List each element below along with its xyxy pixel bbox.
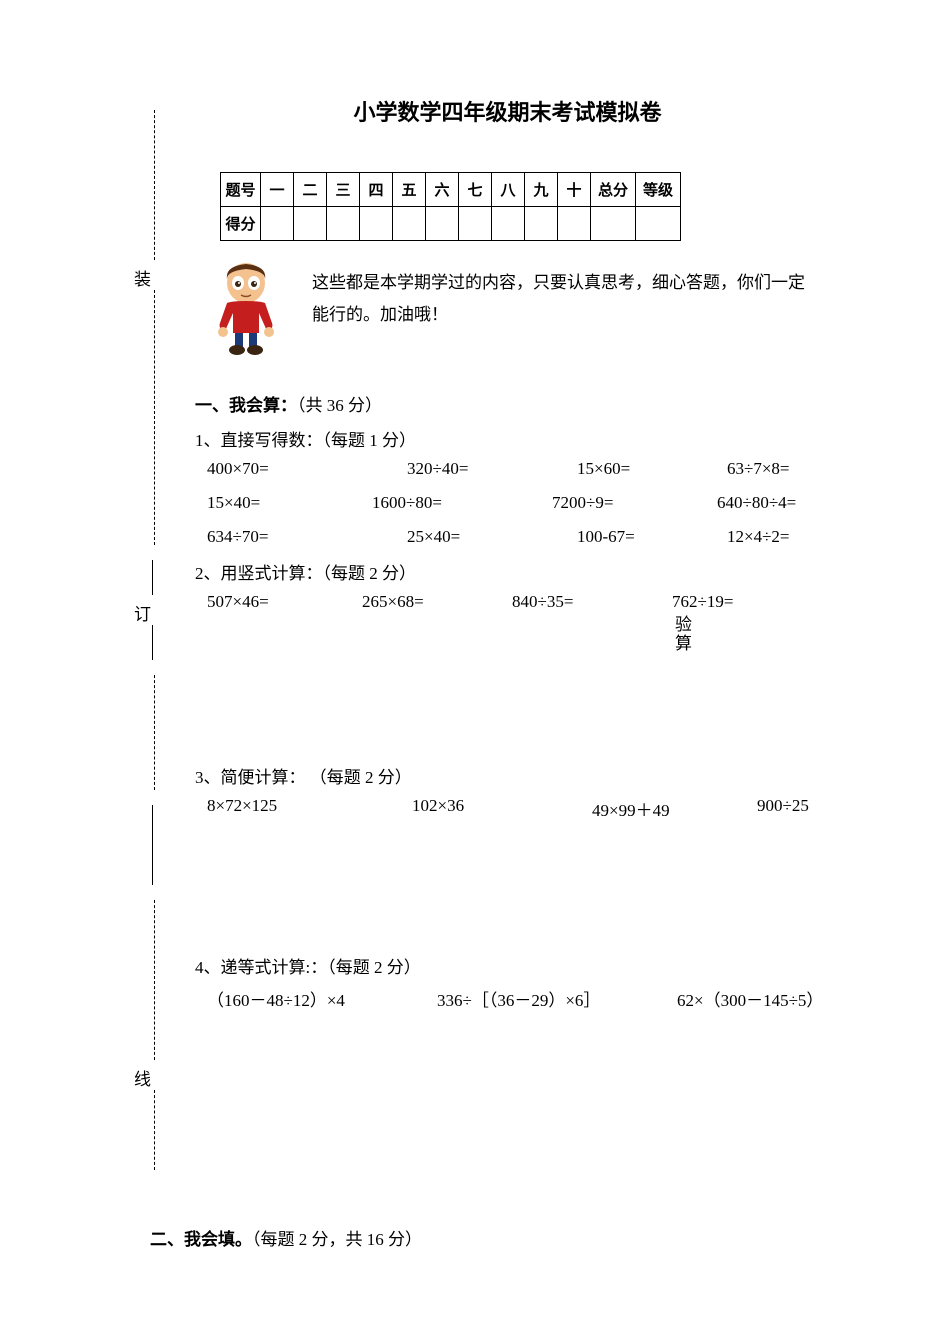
td-3	[327, 207, 360, 241]
sec1-header-bold: 一、我会算：	[195, 396, 297, 415]
th-4: 四	[360, 173, 393, 207]
margin-char-2: 订	[134, 600, 154, 625]
q2-3: 840÷35=	[512, 592, 672, 612]
q2-4: 762÷19=	[672, 592, 812, 612]
td-total	[591, 207, 636, 241]
avatar-icon	[205, 261, 287, 356]
q1-r3c4: 12×4÷2=	[727, 527, 857, 547]
verify-label: 验算	[675, 616, 693, 653]
th-grade: 等级	[636, 173, 681, 207]
q1-r2c4: 640÷80÷4=	[717, 493, 857, 513]
q1-r1c4: 63÷7×8=	[727, 459, 857, 479]
q2-2: 265×68=	[362, 592, 512, 612]
th-3: 三	[327, 173, 360, 207]
td-10	[558, 207, 591, 241]
th-6: 六	[426, 173, 459, 207]
q1-r3c1: 634÷70=	[207, 527, 407, 547]
margin-char-3: 线	[134, 1065, 154, 1090]
q4-grid: （160－48÷12）×4 336÷［（36－29）×6］ 62×（300－14…	[207, 986, 820, 1011]
q3-4: 900÷25	[757, 796, 857, 821]
q3-label: 3、简便计算： （每题 2 分）	[195, 763, 820, 788]
q1-r3c3: 100-67=	[577, 527, 727, 547]
td-7	[459, 207, 492, 241]
q1-r2c2: 1600÷80=	[372, 493, 577, 513]
td-6	[426, 207, 459, 241]
q1-r1c2: 320÷40=	[407, 459, 577, 479]
q3-1: 8×72×125	[207, 796, 412, 821]
margin-char-1: 装	[134, 265, 154, 290]
th-total: 总分	[591, 173, 636, 207]
sec1-header-rest: （共 36 分）	[297, 396, 382, 415]
th-5: 五	[393, 173, 426, 207]
q4-1: （160－48÷12）×4	[207, 986, 437, 1011]
sec2-header-rest: （每题 2 分，共 16 分）	[252, 1230, 422, 1249]
q1-label: 1、直接写得数：（每题 1 分）	[195, 426, 820, 451]
q1-grid: 400×70= 320÷40= 15×60= 63÷7×8= 15×40= 16…	[207, 459, 820, 547]
th-10: 十	[558, 173, 591, 207]
th-7: 七	[459, 173, 492, 207]
q4-3: 62×（300－145÷5）	[677, 986, 857, 1011]
td-grade	[636, 207, 681, 241]
th-label: 题号	[221, 173, 261, 207]
th-2: 二	[294, 173, 327, 207]
score-table: 题号 一 二 三 四 五 六 七 八 九 十 总分 等级 得分	[220, 172, 681, 241]
q1-r1c1: 400×70=	[207, 459, 407, 479]
th-1: 一	[261, 173, 294, 207]
th-9: 九	[525, 173, 558, 207]
td-2	[294, 207, 327, 241]
q4-label: 4、递等式计算:：（每题 2 分）	[195, 953, 820, 978]
sec2-header: 二、我会填。（每题 2 分，共 16 分）	[150, 1225, 422, 1250]
binding-margin: 装 订 线	[140, 110, 170, 1170]
q3-grid: 8×72×125 102×36 49×99＋49 900÷25	[207, 796, 820, 821]
exam-title: 小学数学四年级期末考试模拟卷	[195, 95, 820, 127]
q4-2: 336÷［（36－29）×6］	[437, 986, 677, 1011]
intro-text: 这些都是本学期学过的内容，只要认真思考，细心答题，你们一定能行的。加油哦！	[312, 261, 820, 332]
q3-3: 49×99＋49	[592, 796, 757, 821]
intro-row: 这些都是本学期学过的内容，只要认真思考，细心答题，你们一定能行的。加油哦！	[205, 261, 820, 356]
td-4	[360, 207, 393, 241]
th-8: 八	[492, 173, 525, 207]
td-8	[492, 207, 525, 241]
sec2-header-bold: 二、我会填。	[150, 1230, 252, 1249]
q1-r2c3: 7200÷9=	[552, 493, 727, 513]
sec1-header: 一、我会算：（共 36 分）	[195, 391, 820, 416]
q1-r3c2: 25×40=	[407, 527, 577, 547]
td-score-label: 得分	[221, 207, 261, 241]
td-9	[525, 207, 558, 241]
q3-2: 102×36	[412, 796, 592, 821]
q1-r1c3: 15×60=	[577, 459, 727, 479]
q2-grid: 507×46= 265×68= 840÷35= 762÷19=	[207, 592, 820, 612]
td-5	[393, 207, 426, 241]
q2-1: 507×46=	[207, 592, 362, 612]
q2-label: 2、用竖式计算：（每题 2 分）	[195, 559, 820, 584]
page-content: 小学数学四年级期末考试模拟卷 题号 一 二 三 四 五 六 七 八 九 十 总分…	[195, 95, 820, 1023]
td-1	[261, 207, 294, 241]
